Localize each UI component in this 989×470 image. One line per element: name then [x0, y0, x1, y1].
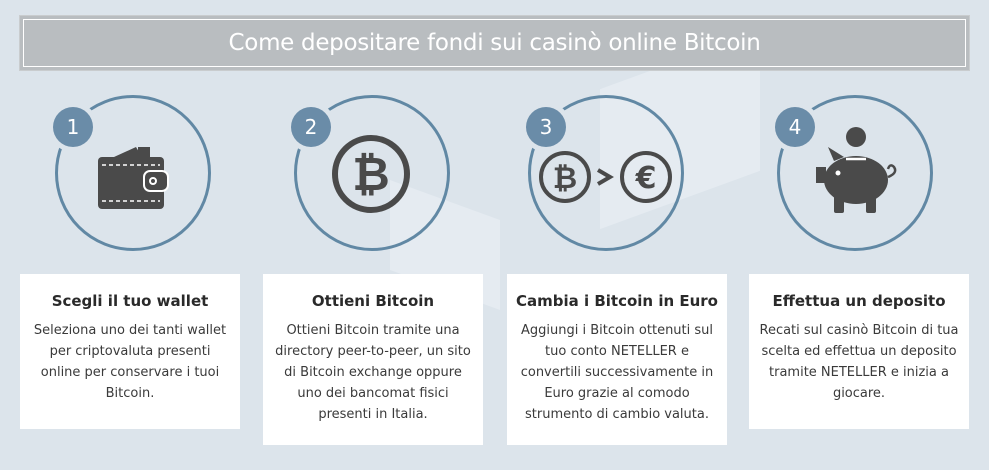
svg-text:€: €	[635, 161, 657, 196]
step-1-heading: Scegli il tuo wallet	[51, 292, 209, 310]
page-title: Come depositare fondi sui casinò online …	[228, 30, 761, 56]
step-3-text: Aggiungi i Bitcoin ottenuti sul tuo cont…	[520, 323, 714, 422]
step-4-heading: Effettua un deposito	[772, 292, 946, 310]
title-bar: Come depositare fondi sui casinò online …	[19, 15, 970, 71]
piggy-bank-icon	[816, 127, 897, 213]
step-1-text: Seleziona uno dei tanti wallet per cript…	[33, 323, 227, 401]
step-4-card: Effettua un deposito Recati sul casinò B…	[749, 274, 969, 429]
step-3-badge: 3	[526, 107, 566, 147]
bitcoin-coin-icon: ₿	[332, 135, 410, 213]
step-1-ring	[55, 95, 211, 251]
step-2-text: Ottieni Bitcoin tramite una directory pe…	[275, 323, 471, 422]
step-2-ring	[294, 95, 450, 251]
step-4-ring	[777, 95, 933, 251]
bitcoin-to-euro-icon: ₿ €	[539, 151, 672, 203]
step-4-text: Recati sul casinò Bitcoin di tua scelta …	[759, 323, 959, 401]
step-2-heading: Ottieni Bitcoin	[311, 292, 435, 310]
step-1-card: Scegli il tuo wallet Seleziona uno dei t…	[20, 274, 240, 429]
svg-text:₿: ₿	[352, 147, 390, 201]
step-2-badge: 2	[291, 107, 331, 147]
step-3-heading: Cambia i Bitcoin in Euro	[515, 292, 718, 310]
step-3-ring	[528, 95, 684, 251]
step-2-card: Ottieni Bitcoin Ottieni Bitcoin tramite …	[263, 274, 483, 445]
wallet-icon	[98, 147, 169, 209]
svg-text:₿: ₿	[553, 161, 577, 196]
step-3-card: Cambia i Bitcoin in Euro Aggiungi i Bitc…	[507, 274, 727, 445]
step-4-badge: 4	[775, 107, 815, 147]
step-1-badge: 1	[53, 107, 93, 147]
